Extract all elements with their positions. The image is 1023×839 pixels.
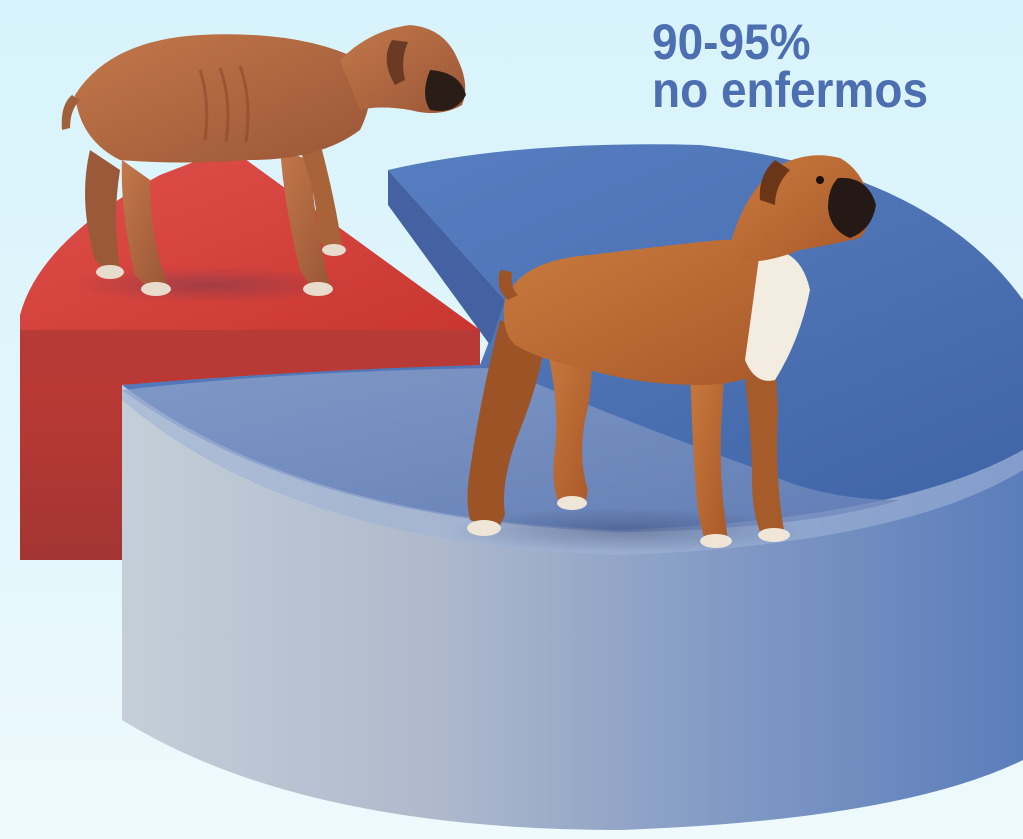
blue-slice-label: 90-95% no enfermos: [652, 14, 965, 118]
blue-slice-caption: no enfermos: [652, 62, 929, 118]
blue-slice-percent: 90-95%: [652, 14, 811, 70]
blue-slice-cut-wall: [388, 170, 505, 345]
healthy-dog-illustration: [467, 155, 876, 548]
sick-dog-illustration: [61, 25, 466, 296]
red-slice-front-edge: [20, 330, 480, 380]
blue-slice-rim: [122, 385, 1023, 555]
